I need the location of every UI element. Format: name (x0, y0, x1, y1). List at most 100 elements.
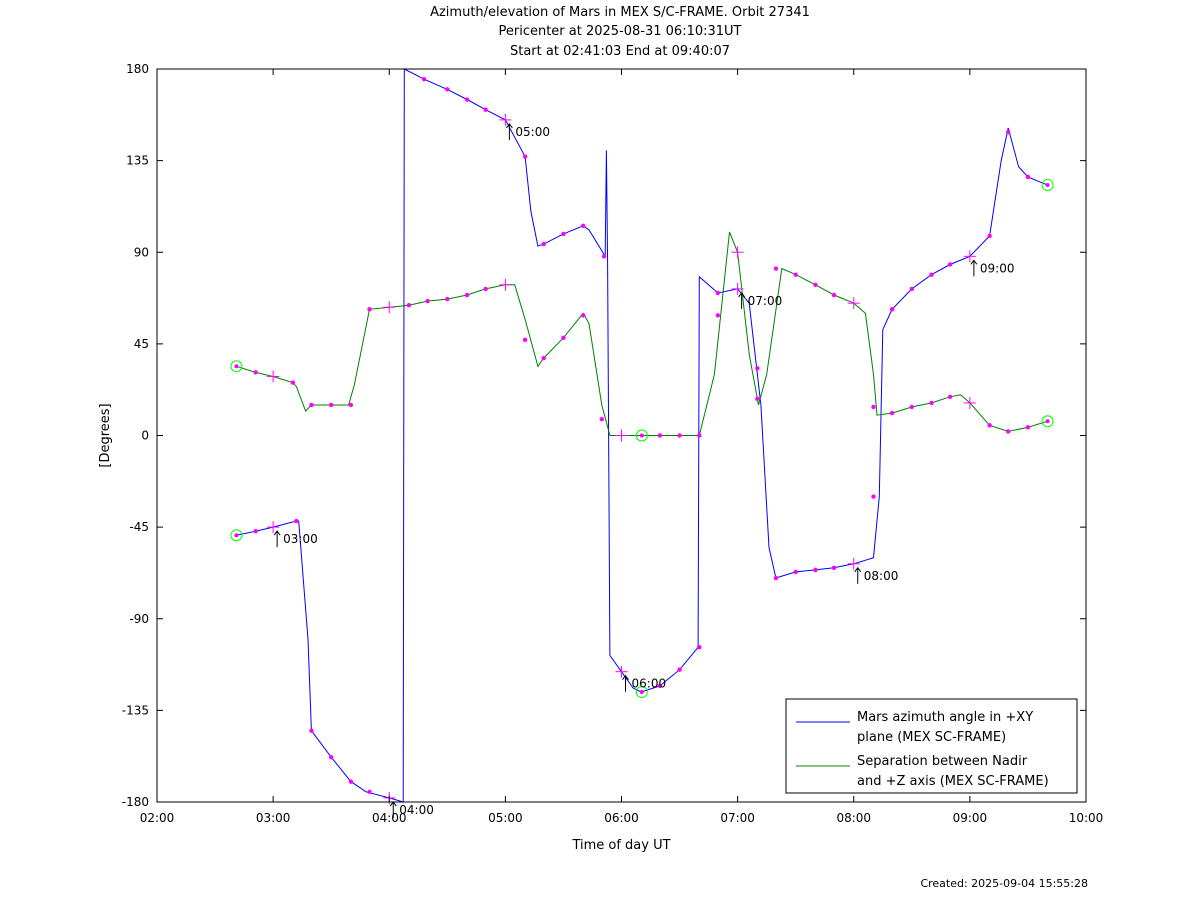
sample-dot-marker (947, 394, 953, 400)
chart-subtitle-start-end: Start at 02:41:03 End at 09:40:07 (509, 44, 731, 59)
sample-dot-marker (421, 76, 427, 82)
sample-dot-marker (697, 645, 702, 650)
sample-dot-marker (445, 296, 450, 302)
sample-dot-marker (1005, 429, 1011, 434)
sample-dot-marker (483, 107, 488, 112)
hour-plus-marker (963, 250, 976, 263)
endpoint-circle-marker (635, 429, 648, 442)
sample-dot-marker (1025, 174, 1031, 180)
sample-dot-marker (580, 223, 586, 228)
x-tick-label: 02:00 (140, 811, 175, 825)
endpoint-circle-marker (635, 686, 648, 699)
sample-dot-marker (677, 667, 682, 672)
series-line-azimuth (236, 68, 1048, 803)
sample-dot-marker (483, 286, 488, 292)
legend-label-azimuth-line1: Mars azimuth angle in +XY (857, 710, 1033, 725)
hour-plus-marker (267, 521, 280, 534)
sample-dot-marker (425, 298, 430, 304)
x-tick-label: 05:00 (488, 811, 523, 825)
sample-dot-marker (715, 290, 721, 296)
chart-subtitle-pericenter: Pericenter at 2025-08-31 06:10:31UT (498, 24, 742, 39)
sample-dot-marker (253, 370, 258, 375)
legend-box (785, 698, 1078, 794)
hour-annotation-label: 07:00 (748, 294, 783, 308)
sample-dot-marker (253, 528, 258, 534)
sample-dot-marker (755, 396, 760, 402)
series-layer (236, 68, 1048, 803)
legend-label-azimuth-line2: plane (MEX SC-FRAME) (857, 730, 1006, 745)
hour-plus-marker (383, 301, 396, 314)
sample-dot-marker (348, 779, 354, 784)
series-line-separation (236, 231, 1048, 436)
tick-layer: 02:00 03:00 04:00 05:00 06:00 07:00 08:00 09:00… (122, 62, 1104, 825)
sample-dot-marker (561, 231, 566, 237)
y-tick-label: 180 (126, 62, 149, 76)
x-axis-label: Time of day UT (571, 838, 670, 853)
hour-annotation-label: 09:00 (980, 261, 1015, 275)
sample-dot-marker (309, 402, 314, 408)
hour-plus-marker (847, 297, 860, 310)
hour-plus-marker (731, 282, 744, 295)
legend-label-separation-line2: and +Z axis (MEX SC-FRAME) (857, 774, 1049, 789)
sample-dot-marker (601, 254, 607, 259)
hour-annotation: 06:00 (622, 674, 667, 692)
sample-dot-marker (290, 380, 296, 385)
sample-dot-marker (294, 518, 299, 524)
sample-dot-marker (367, 307, 372, 312)
y-tick-label: 0 (141, 429, 149, 443)
sample-dot-marker (464, 292, 470, 298)
hour-plus-marker (963, 396, 976, 409)
hour-annotation-label: 03:00 (283, 532, 318, 546)
hour-annotation-label: 08:00 (864, 569, 899, 583)
chart-title: Azimuth/elevation of Mars in MEX S/C-FRA… (430, 5, 810, 20)
x-tick-label: 03:00 (256, 811, 291, 825)
sample-dot-marker (909, 404, 915, 410)
hour-annotation-label: 04:00 (399, 803, 434, 817)
sample-dot-marker (773, 575, 779, 581)
sample-dot-marker (367, 789, 372, 795)
hour-plus-marker (847, 557, 860, 570)
sample-dot-marker (929, 400, 934, 406)
sample-dot-marker (871, 494, 876, 499)
hour-annotation-label: 06:00 (632, 677, 667, 691)
sample-dot-marker (541, 355, 546, 361)
hour-annotation: 08:00 (854, 566, 899, 584)
hour-annotation-label: 05:00 (515, 125, 550, 139)
sample-dot-marker (947, 262, 953, 267)
x-tick-label: 09:00 (953, 811, 988, 825)
sample-dot-marker (909, 286, 915, 292)
hour-plus-marker (615, 429, 628, 442)
sample-dot-marker (773, 266, 779, 271)
hour-annotation: 05:00 (505, 123, 550, 140)
hour-plus-marker (499, 113, 512, 126)
hour-plus-marker (267, 370, 280, 383)
created-timestamp: Created: 2025-09-04 15:55:28 (920, 877, 1088, 890)
sample-dot-marker (541, 241, 546, 247)
hour-annotations: 03:00 04:00 05:00 06:00 07:00 08:00 09:00 (273, 123, 1015, 818)
marker-layer (230, 76, 1054, 804)
sample-dot-marker (464, 97, 470, 102)
sample-dot-marker (406, 302, 412, 308)
y-tick-label: 135 (126, 154, 149, 168)
sample-dot-marker (793, 569, 798, 575)
sample-dot-marker (657, 683, 663, 689)
x-tick-label: 10:00 (1069, 811, 1104, 825)
y-tick-label: -180 (122, 795, 149, 809)
y-tick-label: -45 (129, 520, 149, 534)
x-tick-label: 08:00 (836, 811, 871, 825)
y-tick-label: 45 (134, 337, 149, 351)
sample-dot-marker (697, 433, 702, 438)
hour-plus-marker (499, 278, 512, 291)
sample-dot-marker (889, 410, 895, 416)
hour-annotation: 07:00 (738, 292, 783, 309)
hour-annotation: 04:00 (389, 801, 434, 818)
sample-dot-marker (987, 423, 992, 428)
sample-dot-marker (831, 565, 837, 571)
sample-dot-marker (813, 567, 818, 573)
sample-dot-marker (677, 433, 682, 438)
hour-plus-marker (615, 665, 628, 678)
sample-dot-marker (599, 417, 604, 422)
sample-dot-marker (445, 87, 450, 92)
endpoint-circle-marker (230, 360, 243, 373)
